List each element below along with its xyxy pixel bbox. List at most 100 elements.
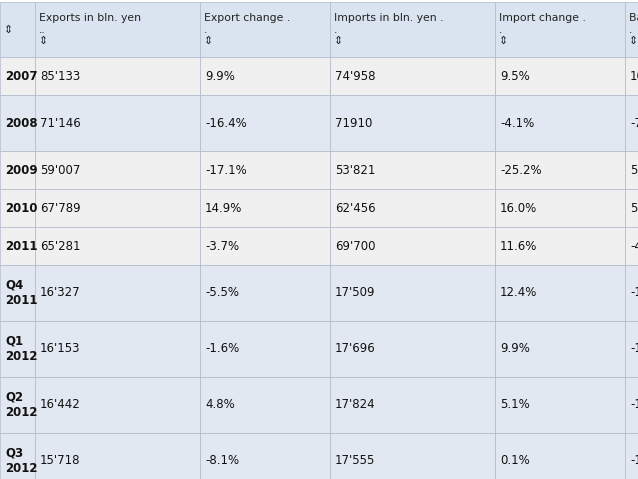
FancyBboxPatch shape: [495, 321, 625, 377]
FancyBboxPatch shape: [0, 265, 35, 321]
FancyBboxPatch shape: [35, 57, 200, 95]
FancyBboxPatch shape: [200, 227, 330, 265]
FancyBboxPatch shape: [200, 2, 330, 57]
FancyBboxPatch shape: [625, 377, 638, 433]
Text: 17'509: 17'509: [335, 286, 376, 299]
FancyBboxPatch shape: [330, 433, 495, 479]
FancyBboxPatch shape: [200, 151, 330, 189]
FancyBboxPatch shape: [495, 57, 625, 95]
Text: 2011: 2011: [5, 240, 38, 252]
Text: -5.5%: -5.5%: [205, 286, 239, 299]
Text: 2009: 2009: [5, 163, 38, 176]
FancyBboxPatch shape: [200, 321, 330, 377]
Text: 62'456: 62'456: [335, 202, 376, 215]
Text: 74'958: 74'958: [335, 69, 376, 82]
FancyBboxPatch shape: [200, 189, 330, 227]
Text: 10'155: 10'155: [630, 69, 638, 82]
Text: Imports in bln. yen .
.
⇕: Imports in bln. yen . . ⇕: [334, 13, 443, 46]
Text: -8.1%: -8.1%: [205, 455, 239, 468]
Text: 5'187: 5'187: [630, 163, 638, 176]
FancyBboxPatch shape: [200, 377, 330, 433]
FancyBboxPatch shape: [35, 95, 200, 151]
FancyBboxPatch shape: [625, 95, 638, 151]
FancyBboxPatch shape: [0, 2, 35, 57]
Text: -4.1%: -4.1%: [500, 116, 534, 129]
FancyBboxPatch shape: [200, 95, 330, 151]
FancyBboxPatch shape: [35, 377, 200, 433]
Text: 5.1%: 5.1%: [500, 399, 530, 411]
FancyBboxPatch shape: [625, 2, 638, 57]
FancyBboxPatch shape: [495, 189, 625, 227]
Text: 2007: 2007: [5, 69, 38, 82]
Text: Q4
2011: Q4 2011: [5, 278, 38, 308]
FancyBboxPatch shape: [330, 377, 495, 433]
Text: Import change .
.
⇕: Import change . . ⇕: [499, 13, 586, 46]
FancyBboxPatch shape: [35, 321, 200, 377]
Text: Q1
2012: Q1 2012: [5, 334, 38, 364]
Text: -1'182: -1'182: [630, 286, 638, 299]
Text: 71'146: 71'146: [40, 116, 81, 129]
Text: -4'418: -4'418: [630, 240, 638, 252]
FancyBboxPatch shape: [35, 265, 200, 321]
Text: Q2
2012: Q2 2012: [5, 390, 38, 420]
Text: 15'718: 15'718: [40, 455, 80, 468]
FancyBboxPatch shape: [330, 265, 495, 321]
Text: -25.2%: -25.2%: [500, 163, 542, 176]
FancyBboxPatch shape: [495, 227, 625, 265]
Text: -1.6%: -1.6%: [205, 342, 239, 355]
Text: 53'821: 53'821: [335, 163, 375, 176]
FancyBboxPatch shape: [330, 95, 495, 151]
Text: 65'281: 65'281: [40, 240, 80, 252]
Text: 69'700: 69'700: [335, 240, 376, 252]
Text: 11.6%: 11.6%: [500, 240, 537, 252]
Text: -3.7%: -3.7%: [205, 240, 239, 252]
FancyBboxPatch shape: [35, 227, 200, 265]
Text: 16'327: 16'327: [40, 286, 80, 299]
Text: 16.0%: 16.0%: [500, 202, 537, 215]
FancyBboxPatch shape: [0, 377, 35, 433]
FancyBboxPatch shape: [35, 151, 200, 189]
FancyBboxPatch shape: [625, 189, 638, 227]
Text: -1'543: -1'543: [630, 342, 638, 355]
FancyBboxPatch shape: [0, 95, 35, 151]
Text: 0.1%: 0.1%: [500, 455, 530, 468]
Text: Export change .
.
⇕: Export change . . ⇕: [204, 13, 290, 46]
FancyBboxPatch shape: [0, 189, 35, 227]
Text: 17'555: 17'555: [335, 455, 375, 468]
Text: 9.5%: 9.5%: [500, 69, 530, 82]
FancyBboxPatch shape: [625, 433, 638, 479]
Text: 67'789: 67'789: [40, 202, 80, 215]
Text: 85'133: 85'133: [40, 69, 80, 82]
Text: -1'382: -1'382: [630, 399, 638, 411]
FancyBboxPatch shape: [0, 227, 35, 265]
FancyBboxPatch shape: [625, 151, 638, 189]
FancyBboxPatch shape: [330, 57, 495, 95]
Text: -17.1%: -17.1%: [205, 163, 247, 176]
FancyBboxPatch shape: [495, 377, 625, 433]
FancyBboxPatch shape: [625, 227, 638, 265]
Text: 17'824: 17'824: [335, 399, 376, 411]
FancyBboxPatch shape: [35, 433, 200, 479]
FancyBboxPatch shape: [495, 95, 625, 151]
Text: -16.4%: -16.4%: [205, 116, 247, 129]
FancyBboxPatch shape: [495, 2, 625, 57]
FancyBboxPatch shape: [330, 227, 495, 265]
Text: 16'442: 16'442: [40, 399, 81, 411]
Text: 5'532: 5'532: [630, 202, 638, 215]
Text: 2008: 2008: [5, 116, 38, 129]
Text: Q3
2012: Q3 2012: [5, 446, 38, 476]
FancyBboxPatch shape: [35, 189, 200, 227]
Text: -1'837: -1'837: [630, 455, 638, 468]
FancyBboxPatch shape: [0, 433, 35, 479]
FancyBboxPatch shape: [330, 321, 495, 377]
Text: 9.9%: 9.9%: [205, 69, 235, 82]
Text: 71910: 71910: [335, 116, 373, 129]
FancyBboxPatch shape: [625, 265, 638, 321]
Text: 9.9%: 9.9%: [500, 342, 530, 355]
FancyBboxPatch shape: [330, 189, 495, 227]
FancyBboxPatch shape: [330, 151, 495, 189]
Text: Balance .
.
⇕: Balance . . ⇕: [629, 13, 638, 46]
Text: 4.8%: 4.8%: [205, 399, 235, 411]
FancyBboxPatch shape: [0, 57, 35, 95]
Text: ⇕: ⇕: [4, 24, 13, 34]
